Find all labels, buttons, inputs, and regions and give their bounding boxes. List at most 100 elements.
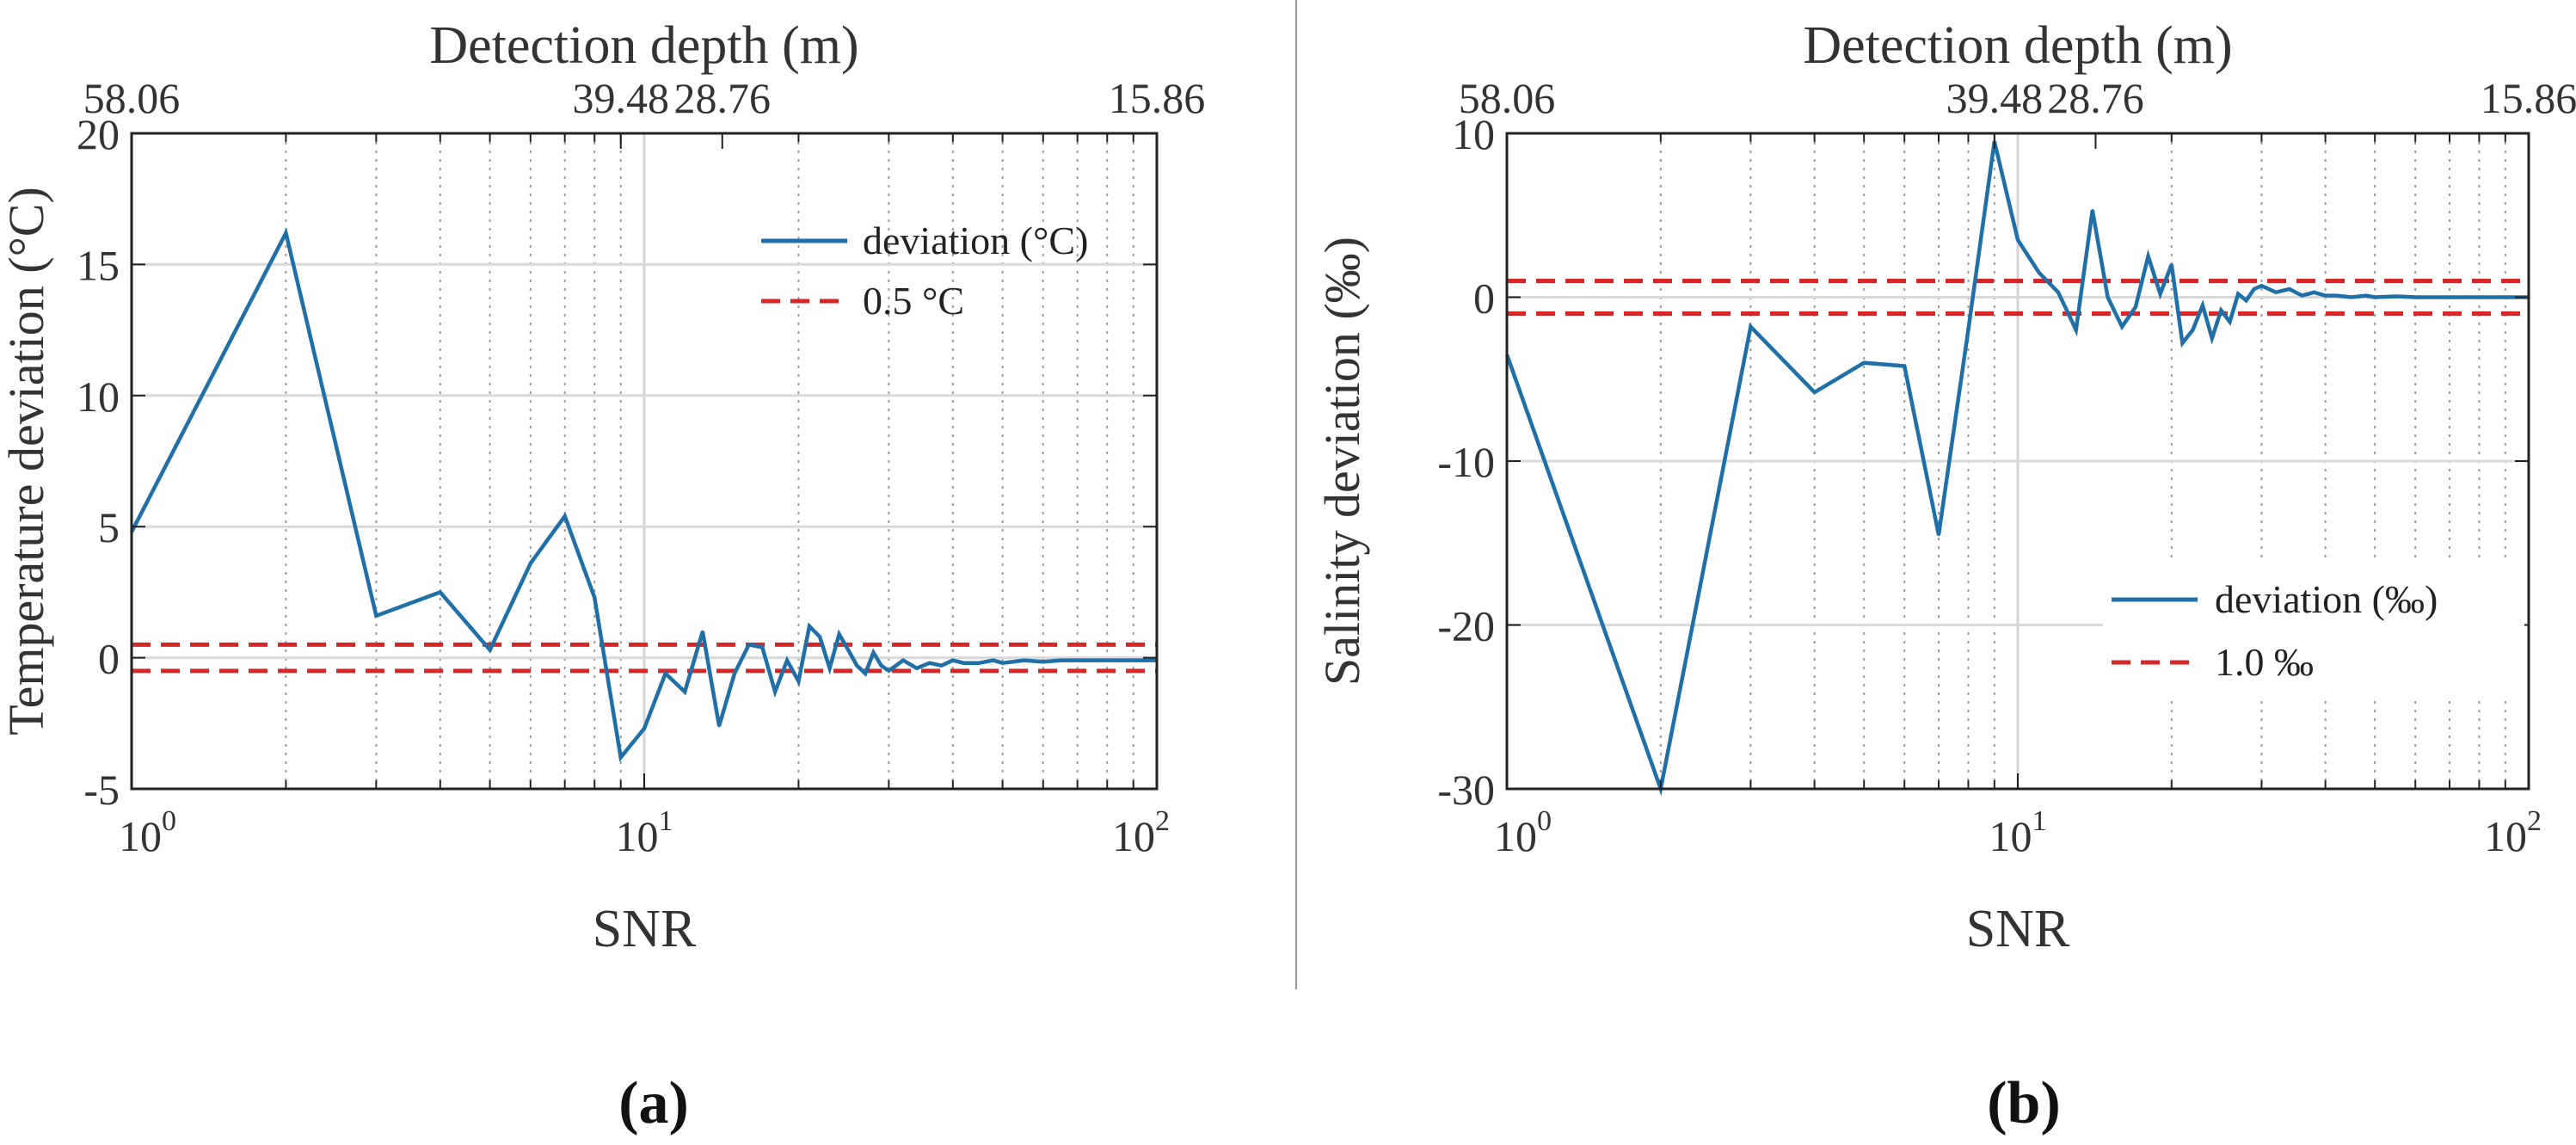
data-point (1042, 660, 1045, 663)
data-point (1059, 659, 1062, 662)
data-point (915, 667, 919, 670)
data-point (2228, 320, 2231, 323)
data-point (2219, 309, 2222, 312)
data-point (855, 664, 858, 668)
data-point (928, 662, 931, 665)
data-point (2170, 262, 2173, 266)
x2-axis-title-a: Detection depth (m) (429, 16, 858, 75)
data-point (2288, 287, 2291, 291)
data-point (2448, 296, 2451, 299)
top-tick-label: 58.06 (83, 74, 181, 122)
legend-label-threshold-salinity: 1.0 ‰ (2215, 640, 2314, 684)
data-point (2477, 296, 2481, 299)
top-tick-label: 58.06 (1459, 74, 1556, 122)
top-tick-label: 39.48 (572, 74, 669, 122)
data-point (2463, 296, 2467, 299)
legend-a: deviation (°C) 0.5 °C (761, 219, 1088, 323)
data-point (529, 562, 532, 565)
data-point (796, 680, 800, 683)
data-point (1076, 659, 1079, 662)
data-point (2201, 304, 2204, 307)
y-tick-label: 10 (1452, 110, 1495, 158)
data-point (2147, 255, 2150, 258)
data-point (683, 690, 686, 693)
data-point (2056, 291, 2060, 294)
data-point (1105, 659, 1109, 662)
data-point (808, 625, 811, 628)
legend-label-threshold-temperature: 0.5 °C (863, 279, 964, 323)
data-point (1813, 391, 1817, 394)
data-point (785, 659, 789, 662)
y-tick-label: -5 (83, 766, 120, 814)
x-tick-label: 100 (1494, 805, 1552, 860)
data-point (642, 727, 646, 730)
y-tick-label: 0 (1473, 274, 1495, 323)
chart-panel-b: -30 -20 -10 0 10 100 101 102 58.06 39.48 28.76 15… (1314, 16, 2576, 1136)
x-axis-title-a: SNR (593, 900, 697, 958)
data-point (1937, 533, 1940, 537)
data-point (619, 755, 623, 759)
y-tick-label: -10 (1437, 438, 1495, 486)
x2-axis-title-b: Detection depth (m) (1803, 16, 2232, 75)
y-axis-title-a: Temperature deviation (°C) (0, 187, 54, 736)
top-tick-label: 28.76 (674, 74, 772, 122)
data-point (747, 643, 751, 646)
data-point (2373, 296, 2376, 299)
data-point (2245, 299, 2248, 302)
data-point (1862, 361, 1866, 365)
data-point (593, 595, 596, 599)
data-point (2350, 296, 2353, 299)
data-point (717, 724, 721, 728)
data-point (1001, 662, 1005, 665)
panel-label-b: (b) (1987, 1070, 2061, 1136)
top-tick-label: 39.48 (1946, 74, 2044, 122)
chart-panel-a: -5 0 5 10 15 20 100 101 102 58.06 39.48 28.76 15.8… (0, 16, 1205, 1136)
y-axis-title-b: Salinity deviation (‰) (1314, 237, 1370, 686)
data-point (901, 659, 905, 662)
data-point (2395, 295, 2398, 299)
data-point (2236, 292, 2240, 296)
data-point (2134, 305, 2137, 309)
data-point (2274, 291, 2278, 294)
data-point (880, 664, 883, 668)
data-point (664, 672, 667, 675)
data-point (887, 669, 890, 673)
y-tick-label: 20 (77, 110, 120, 158)
data-point (1091, 659, 1095, 662)
data-point (2091, 209, 2094, 212)
data-point (701, 630, 704, 633)
data-point (2504, 296, 2507, 299)
data-point (940, 664, 944, 668)
panel-label-a: (a) (618, 1070, 689, 1136)
data-point (2016, 238, 2020, 242)
x-axis-title-b: SNR (1966, 900, 2070, 958)
y-tick-label: 5 (98, 503, 120, 551)
data-point (1903, 365, 1906, 368)
data-point (2120, 325, 2124, 329)
data-point (284, 231, 287, 235)
y-tick-label: -20 (1437, 602, 1495, 650)
data-point (872, 651, 876, 655)
top-tick-label: 15.86 (2481, 74, 2576, 122)
x-tick-label: 101 (1989, 805, 2047, 860)
data-point (733, 672, 736, 675)
data-point (2075, 329, 2078, 332)
top-tick-label: 15.86 (1109, 74, 1206, 122)
data-point (2180, 342, 2184, 345)
data-point (439, 590, 442, 594)
data-point (962, 662, 965, 665)
data-point (1132, 659, 1135, 662)
data-point (951, 659, 955, 662)
data-point (864, 672, 867, 675)
data-point (2106, 296, 2110, 299)
y-tick-label: -30 (1437, 766, 1495, 814)
data-point (374, 614, 378, 618)
data-point (1749, 325, 1752, 329)
data-point (2312, 291, 2315, 294)
data-point (2259, 284, 2263, 287)
y-tick-label: 0 (98, 635, 120, 683)
data-point (828, 667, 832, 670)
x-tick-label: 102 (1112, 805, 1170, 860)
data-point (818, 635, 821, 638)
